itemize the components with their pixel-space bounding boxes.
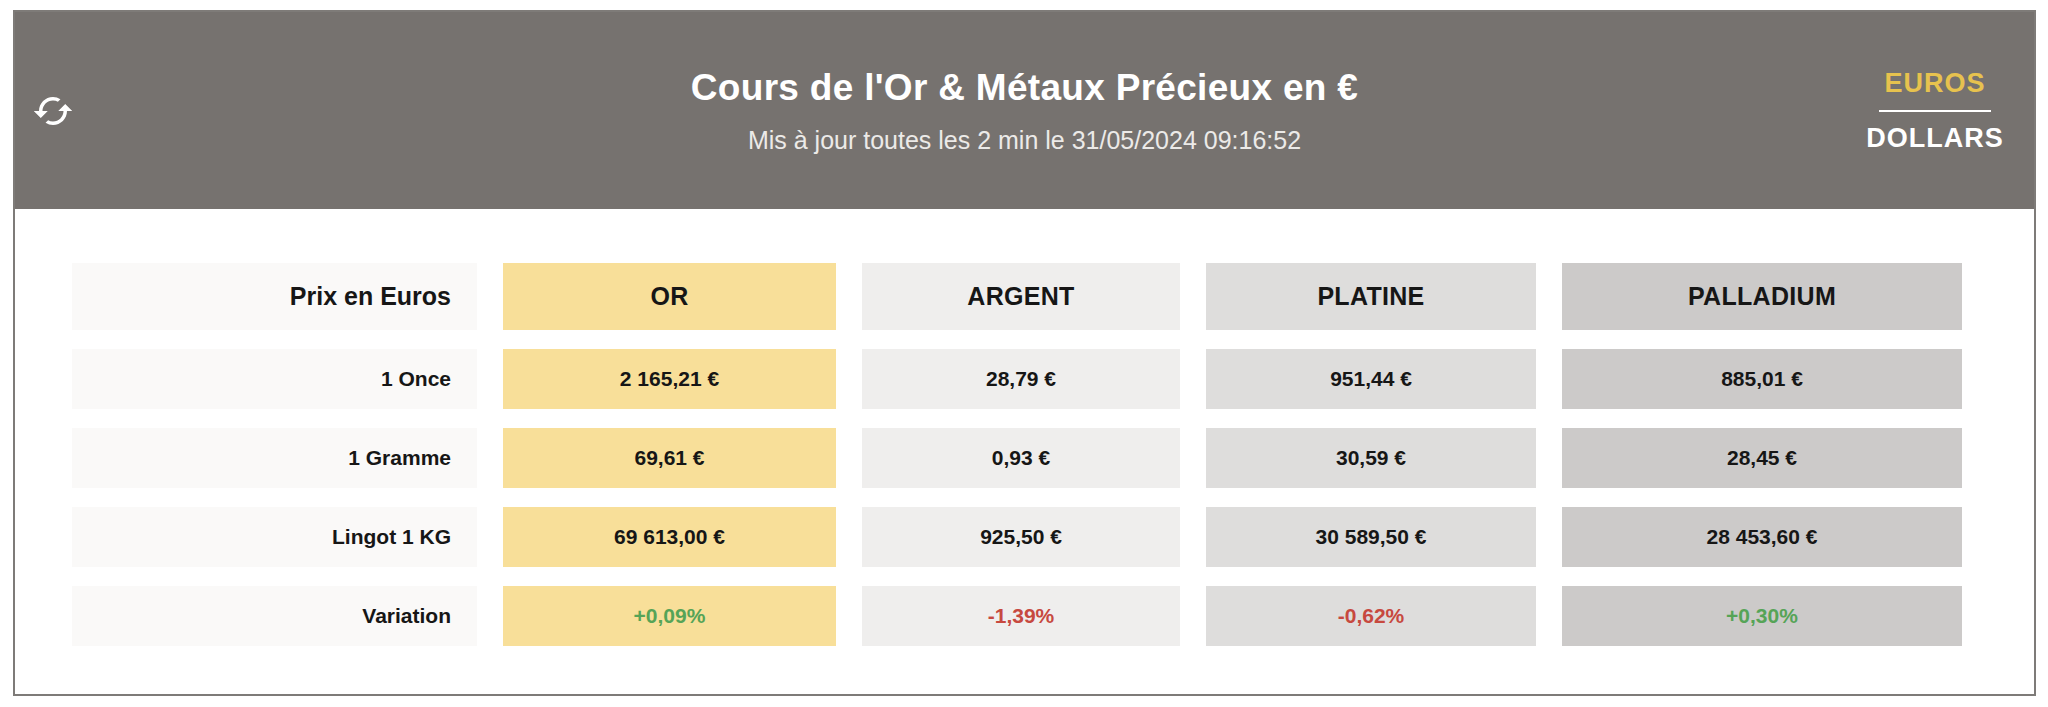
col-header-palladium: PALLADIUM bbox=[1562, 263, 1962, 330]
col-header-argent: ARGENT bbox=[862, 263, 1180, 330]
price-cell-palladium-once: 885,01 € bbox=[1562, 349, 1962, 409]
price-cell-argent-lingot: 925,50 € bbox=[862, 507, 1180, 567]
price-cell-platine-once: 951,44 € bbox=[1206, 349, 1536, 409]
widget-header: Cours de l'Or & Métaux Précieux en € Mis… bbox=[15, 12, 2034, 209]
variation-cell-platine: -0,62% bbox=[1206, 586, 1536, 646]
price-table-area: Prix en Euros OR ARGENT PLATINE PALLADIU… bbox=[15, 209, 2034, 646]
col-header-or: OR bbox=[503, 263, 836, 330]
price-cell-argent-gramme: 0,93 € bbox=[862, 428, 1180, 488]
last-updated-text: Mis à jour toutes les 2 min le 31/05/202… bbox=[691, 126, 1358, 155]
row-label-gramme: 1 Gramme bbox=[72, 428, 477, 488]
variation-cell-palladium: +0,30% bbox=[1562, 586, 1962, 646]
gold-price-widget: Cours de l'Or & Métaux Précieux en € Mis… bbox=[13, 10, 2036, 696]
row-label-variation: Variation bbox=[72, 586, 477, 646]
currency-toggle: EUROS DOLLARS bbox=[1860, 68, 2010, 154]
price-cell-platine-gramme: 30,59 € bbox=[1206, 428, 1536, 488]
title-block: Cours de l'Or & Métaux Précieux en € Mis… bbox=[691, 67, 1358, 155]
corner-label: Prix en Euros bbox=[72, 263, 477, 330]
price-table: Prix en Euros OR ARGENT PLATINE PALLADIU… bbox=[72, 263, 1960, 646]
currency-option-euros[interactable]: EUROS bbox=[1860, 68, 2010, 99]
price-cell-or-once: 2 165,21 € bbox=[503, 349, 836, 409]
row-label-once: 1 Once bbox=[72, 349, 477, 409]
price-cell-platine-lingot: 30 589,50 € bbox=[1206, 507, 1536, 567]
refresh-sync-icon bbox=[32, 90, 74, 132]
price-cell-palladium-lingot: 28 453,60 € bbox=[1562, 507, 1962, 567]
price-cell-palladium-gramme: 28,45 € bbox=[1562, 428, 1962, 488]
row-label-lingot: Lingot 1 KG bbox=[72, 507, 477, 567]
currency-divider bbox=[1879, 110, 1991, 112]
page-title: Cours de l'Or & Métaux Précieux en € bbox=[691, 67, 1358, 109]
price-cell-argent-once: 28,79 € bbox=[862, 349, 1180, 409]
price-cell-or-lingot: 69 613,00 € bbox=[503, 507, 836, 567]
currency-option-dollars[interactable]: DOLLARS bbox=[1860, 123, 2010, 154]
col-header-platine: PLATINE bbox=[1206, 263, 1536, 330]
variation-cell-or: +0,09% bbox=[503, 586, 836, 646]
refresh-button[interactable] bbox=[29, 87, 77, 135]
variation-cell-argent: -1,39% bbox=[862, 586, 1180, 646]
price-cell-or-gramme: 69,61 € bbox=[503, 428, 836, 488]
